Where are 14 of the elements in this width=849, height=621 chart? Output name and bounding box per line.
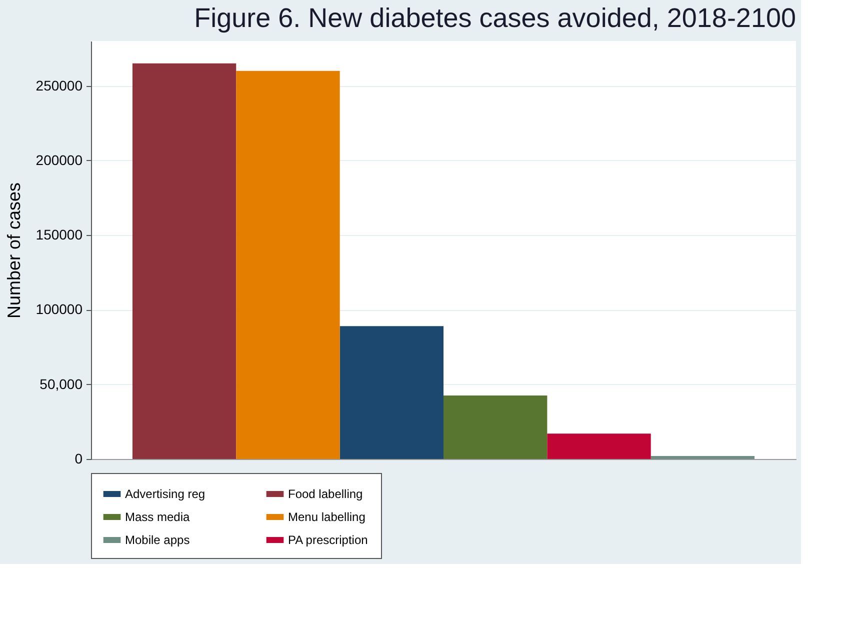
legend-label: PA prescription <box>288 533 368 547</box>
y-axis-title: Number of cases <box>4 182 24 319</box>
y-tick-label: 0 <box>74 450 83 466</box>
legend-label: Food labelling <box>288 487 363 501</box>
y-tick-label: 200000 <box>36 152 83 168</box>
legend-label: Mobile apps <box>125 533 190 547</box>
legend-label: Menu labelling <box>288 510 366 524</box>
chart-title: Figure 6. New diabetes cases avoided, 2018-2100 <box>194 3 796 33</box>
y-tick-label: 100000 <box>36 301 83 318</box>
legend-label: Mass media <box>125 510 190 524</box>
y-tick-label: 250000 <box>36 77 83 94</box>
y-tick-label: 150000 <box>36 226 83 243</box>
y-tick-label: 50,000 <box>40 376 83 392</box>
legend-label: Advertising reg <box>125 487 206 501</box>
